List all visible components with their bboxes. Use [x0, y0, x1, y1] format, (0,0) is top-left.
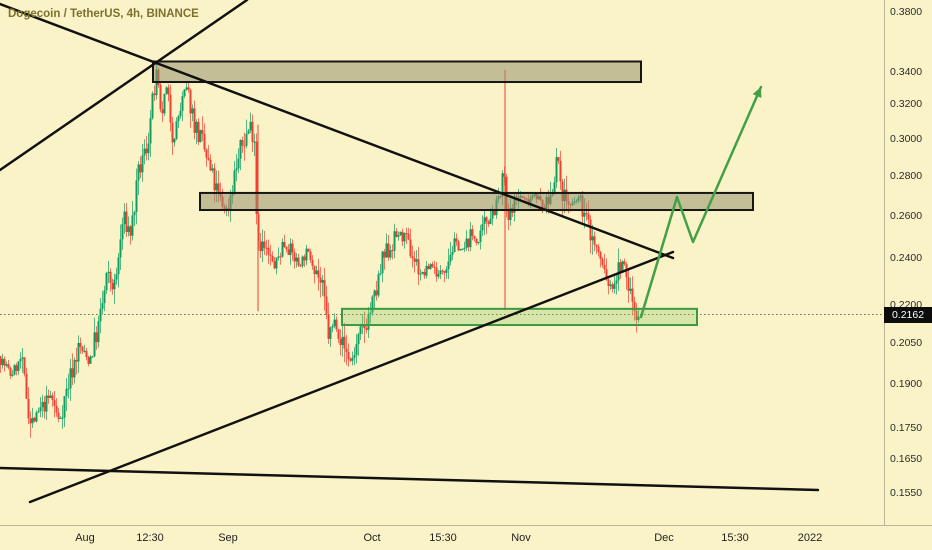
price-axis-label: 0.3000 — [890, 132, 923, 145]
price-axis-label: 0.1750 — [890, 421, 923, 434]
price-axis-label: 0.1900 — [890, 377, 923, 390]
time-axis-label: Oct — [363, 532, 381, 544]
price-axis-label: 0.3800 — [890, 6, 923, 18]
time-axis-label: 15:30 — [429, 532, 457, 544]
time-axis-label: Nov — [511, 532, 531, 544]
price-axis-label: 0.2400 — [890, 252, 923, 265]
price-chart-canvas[interactable] — [0, 0, 884, 525]
time-axis-label: 15:30 — [721, 532, 749, 544]
price-axis-label: 0.1550 — [890, 487, 923, 499]
price-axis-label: 0.2600 — [890, 209, 923, 222]
price-axis-label: 0.2050 — [890, 337, 923, 350]
time-axis-label: Dec — [654, 532, 674, 544]
current-price-badge: 0.2162 — [884, 306, 932, 323]
time-axis-label: Sep — [218, 532, 238, 544]
symbol-title[interactable]: Dogecoin / TetherUS, 4h, BINANCE — [8, 8, 199, 20]
price-axis[interactable]: 0.3800 0.3400 0.3200 0.3000 0.2800 0.2600 0.24… — [884, 0, 932, 525]
price-axis-label: 0.3400 — [890, 65, 923, 78]
time-axis-label: 2022 — [797, 532, 823, 544]
time-axis-label: Aug — [75, 532, 95, 544]
time-axis[interactable]: Aug 12:30 Sep Oct 15:30 Nov Dec 15:30 2022 — [0, 525, 932, 550]
price-axis-label: 0.1650 — [890, 453, 923, 466]
price-axis-label: 0.2800 — [890, 169, 923, 182]
time-axis-label: 12:30 — [136, 532, 164, 544]
price-axis-label: 0.3200 — [890, 98, 923, 111]
